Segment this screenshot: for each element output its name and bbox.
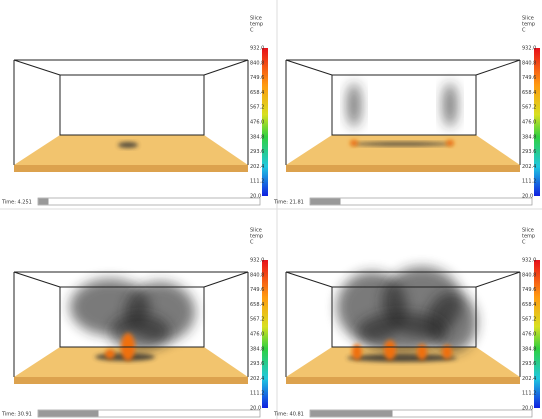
- box-edge: [14, 272, 60, 287]
- colorbar-label: 111.2: [522, 179, 536, 185]
- colorbar-label: 476.0: [522, 120, 536, 126]
- colorbar-label: 840.8: [250, 60, 264, 66]
- scorch: [118, 142, 138, 148]
- flame: [352, 344, 362, 360]
- flame: [384, 340, 396, 360]
- colorbar-label: 658.4: [522, 90, 536, 96]
- floor: [14, 135, 248, 165]
- colorbar-label: 840.8: [250, 272, 264, 278]
- colorbar-label: 476.0: [522, 332, 536, 338]
- flame: [446, 140, 454, 146]
- viewer-panel: SlicetempC932.0840.8749.6658.4567.2476.0…: [1, 228, 268, 418]
- colorbar-label: 111.2: [250, 179, 264, 185]
- scorch: [347, 354, 457, 362]
- colorbar-label: 658.4: [250, 90, 264, 96]
- box-back: [60, 75, 204, 135]
- colorbar-title: C: [522, 28, 526, 34]
- floor-side: [14, 165, 248, 172]
- colorbar-label: 658.4: [522, 302, 536, 308]
- time-label: Time: 4.251: [1, 200, 32, 206]
- colorbar-label: 840.8: [522, 272, 536, 278]
- flame: [417, 344, 427, 360]
- colorbar-label: 476.0: [250, 120, 264, 126]
- floor-side: [286, 165, 520, 172]
- smoke: [357, 312, 447, 352]
- colorbar-label: 476.0: [250, 332, 264, 338]
- viewer-panel: SlicetempC932.0840.8749.6658.4567.2476.0…: [273, 228, 540, 418]
- smoke: [443, 83, 457, 127]
- colorbar-label: 111.2: [250, 391, 264, 397]
- box-edge: [476, 60, 520, 75]
- screenshot: SlicetempC932.0840.8749.6658.4567.2476.0…: [0, 0, 542, 419]
- flame: [350, 140, 358, 146]
- colorbar-label: 567.2: [522, 105, 536, 111]
- viewer-panel: SlicetempC932.0840.8749.6658.4567.2476.0…: [273, 16, 540, 206]
- slider-thumb[interactable]: [311, 199, 341, 205]
- colorbar-label: 293.6: [522, 361, 536, 367]
- time-label: Time: 21.81: [273, 200, 304, 206]
- colorbar-label: 384.8: [250, 134, 264, 140]
- colorbar-label: 384.8: [522, 346, 536, 352]
- colorbar-label: 932.0: [522, 258, 536, 264]
- colorbar-label: 111.2: [522, 391, 536, 397]
- colorbar-label: 384.8: [522, 134, 536, 140]
- colorbar-label: 293.6: [250, 361, 264, 367]
- viewer-panel: SlicetempC932.0840.8749.6658.4567.2476.0…: [1, 16, 268, 206]
- slider-thumb[interactable]: [39, 199, 49, 205]
- colorbar-label: 932.0: [250, 46, 264, 52]
- colorbar-label: 932.0: [250, 258, 264, 264]
- colorbar-title: C: [250, 240, 254, 246]
- colorbar-label: 567.2: [250, 105, 264, 111]
- colorbar-label: 567.2: [522, 317, 536, 323]
- box-edge: [286, 60, 332, 75]
- colorbar-label: 658.4: [250, 302, 264, 308]
- floor-side: [14, 377, 248, 384]
- colorbar-label: 749.6: [522, 75, 536, 81]
- box-edge: [204, 272, 248, 287]
- colorbar-title: C: [250, 28, 254, 34]
- flame: [105, 349, 115, 359]
- slider-thumb[interactable]: [311, 411, 393, 417]
- time-slider[interactable]: [38, 198, 260, 205]
- box-edge: [204, 60, 248, 75]
- colorbar-label: 749.6: [250, 287, 264, 293]
- colorbar-label: 749.6: [250, 75, 264, 81]
- time-slider[interactable]: [310, 198, 532, 205]
- slider-thumb[interactable]: [39, 411, 99, 417]
- box-edge: [476, 272, 520, 287]
- scorch: [352, 142, 452, 146]
- colorbar-label: 202.4: [250, 164, 264, 170]
- floor: [286, 135, 520, 165]
- colorbar-label: 202.4: [522, 376, 536, 382]
- colorbar-label: 293.6: [250, 149, 264, 155]
- colorbar-label: 840.8: [522, 60, 536, 66]
- colorbar-label: 749.6: [522, 287, 536, 293]
- colorbar-label: 567.2: [250, 317, 264, 323]
- colorbar-title: C: [522, 240, 526, 246]
- colorbar-label: 293.6: [522, 149, 536, 155]
- time-label: Time: 30.91: [1, 412, 32, 418]
- colorbar-label: 202.4: [522, 164, 536, 170]
- floor-side: [286, 377, 520, 384]
- box-edge: [286, 272, 332, 287]
- colorbar-label: 384.8: [250, 346, 264, 352]
- box-edge: [14, 60, 60, 75]
- time-label: Time: 40.81: [273, 412, 304, 418]
- smoke: [110, 314, 170, 350]
- smoke: [347, 83, 361, 127]
- colorbar-label: 202.4: [250, 376, 264, 382]
- colorbar-label: 932.0: [522, 46, 536, 52]
